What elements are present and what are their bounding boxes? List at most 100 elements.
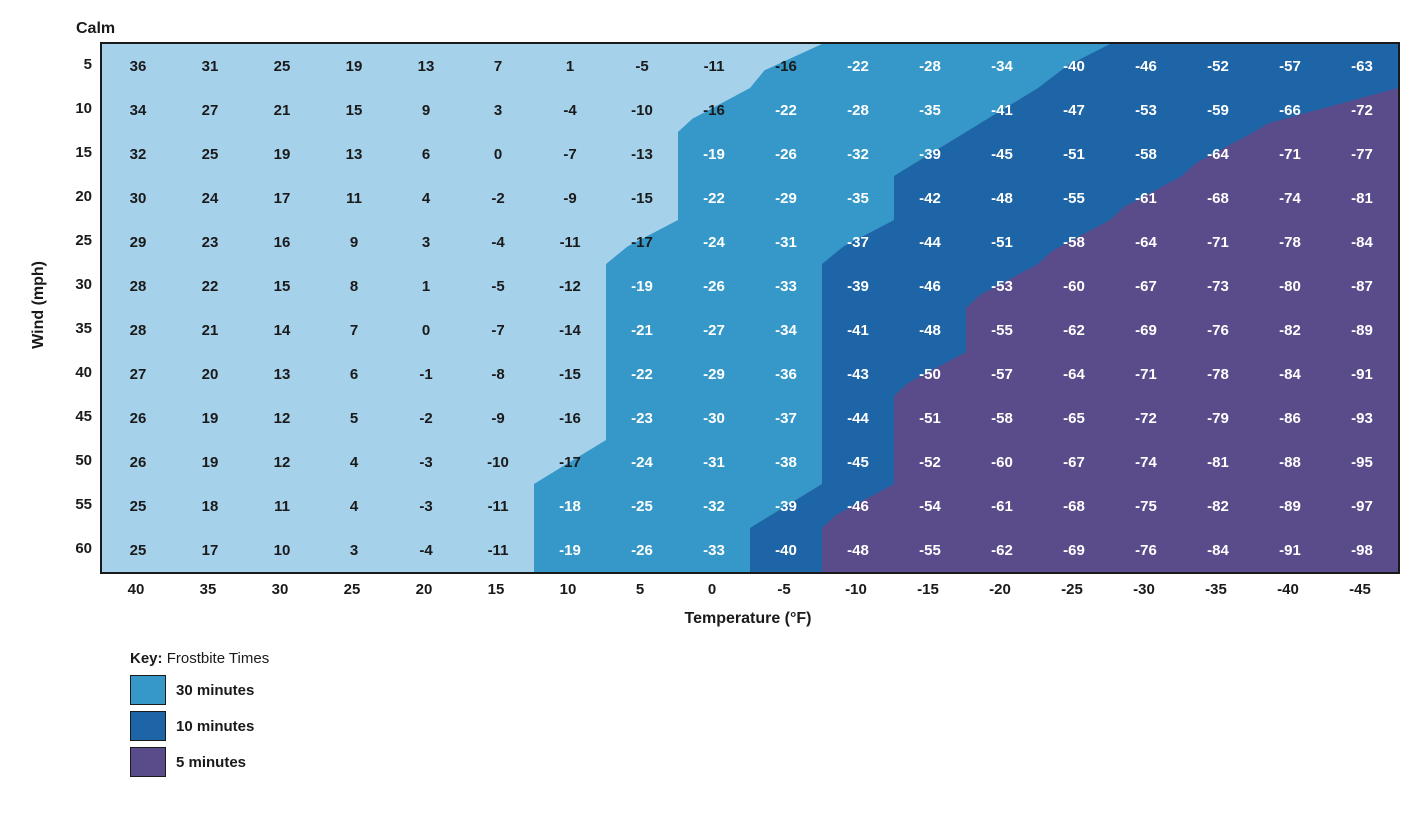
chill-value: 27	[174, 88, 246, 132]
chill-value: 19	[246, 132, 318, 176]
chill-value: 19	[174, 396, 246, 440]
chill-value: -40	[1038, 44, 1110, 88]
chill-value: 25	[102, 484, 174, 528]
chill-value: -48	[822, 528, 894, 572]
chill-value: -40	[750, 528, 822, 572]
chill-value: -45	[966, 132, 1038, 176]
chill-value: -55	[894, 528, 966, 572]
chill-value: -78	[1254, 220, 1326, 264]
wind-speed-label: 5	[54, 42, 100, 86]
chill-value: -31	[750, 220, 822, 264]
legend-label: 5 minutes	[176, 754, 246, 771]
chill-value: -51	[894, 396, 966, 440]
chill-value: -8	[462, 352, 534, 396]
chill-value: -68	[1182, 176, 1254, 220]
chill-value: -10	[606, 88, 678, 132]
temperature-label: 20	[388, 574, 460, 604]
chill-value: -71	[1182, 220, 1254, 264]
chill-value: -35	[894, 88, 966, 132]
chill-value: -47	[1038, 88, 1110, 132]
temperature-label: -30	[1108, 574, 1180, 604]
chill-value: 18	[174, 484, 246, 528]
chill-value: 13	[246, 352, 318, 396]
chill-value: -72	[1326, 88, 1398, 132]
wind-speed-label: 55	[54, 482, 100, 526]
chill-value: -42	[894, 176, 966, 220]
chill-value: -84	[1254, 352, 1326, 396]
chill-value: -59	[1182, 88, 1254, 132]
chill-value: -62	[966, 528, 1038, 572]
wind-speed-label: 20	[54, 174, 100, 218]
windchill-chart: Calm Wind (mph) 51015202530354045505560 …	[30, 20, 1381, 777]
chill-value: -74	[1110, 440, 1182, 484]
chill-value: 14	[246, 308, 318, 352]
chill-value: 21	[174, 308, 246, 352]
chill-value: 1	[390, 264, 462, 308]
chill-value: -93	[1326, 396, 1398, 440]
chill-value: -3	[390, 484, 462, 528]
chill-value: -25	[606, 484, 678, 528]
chill-value: 1	[534, 44, 606, 88]
chill-value: -58	[1110, 132, 1182, 176]
chill-value: 32	[102, 132, 174, 176]
chill-value: -69	[1110, 308, 1182, 352]
chill-value: -32	[822, 132, 894, 176]
chill-value: -89	[1326, 308, 1398, 352]
chill-value: -44	[894, 220, 966, 264]
chill-value: 8	[318, 264, 390, 308]
chill-value: 3	[462, 88, 534, 132]
chill-value: -81	[1182, 440, 1254, 484]
chill-value: -98	[1326, 528, 1398, 572]
chill-value: -17	[534, 440, 606, 484]
chill-value: -43	[822, 352, 894, 396]
chill-value: 3	[390, 220, 462, 264]
chill-value: -46	[822, 484, 894, 528]
chill-value: -26	[750, 132, 822, 176]
chill-value: -58	[1038, 220, 1110, 264]
chill-value: -9	[462, 396, 534, 440]
chill-value: 12	[246, 396, 318, 440]
wind-speed-label: 25	[54, 218, 100, 262]
chill-value: -57	[966, 352, 1038, 396]
chill-value: 34	[102, 88, 174, 132]
chill-value: -34	[966, 44, 1038, 88]
wind-speed-label: 30	[54, 262, 100, 306]
wind-speed-label: 50	[54, 438, 100, 482]
chill-value: -91	[1326, 352, 1398, 396]
legend: Key: Frostbite Times 30 minutes10 minute…	[130, 650, 1381, 777]
chill-value: -69	[1038, 528, 1110, 572]
chill-value: 29	[102, 220, 174, 264]
chill-value: -71	[1254, 132, 1326, 176]
chill-value: -97	[1326, 484, 1398, 528]
temperature-label: -10	[820, 574, 892, 604]
chill-value: 6	[390, 132, 462, 176]
chill-value: -22	[822, 44, 894, 88]
chill-value: -55	[966, 308, 1038, 352]
chill-value: -52	[1182, 44, 1254, 88]
chill-value: 16	[246, 220, 318, 264]
temperature-label: -45	[1324, 574, 1396, 604]
chill-value: 0	[462, 132, 534, 176]
chill-value: -1	[390, 352, 462, 396]
chill-value: -84	[1182, 528, 1254, 572]
chill-value: -24	[678, 220, 750, 264]
chill-value: 27	[102, 352, 174, 396]
value-grid: 363125191371-5-11-16-22-28-34-40-46-52-5…	[102, 44, 1398, 572]
chill-value: 25	[246, 44, 318, 88]
chill-value: 36	[102, 44, 174, 88]
chill-value: -39	[822, 264, 894, 308]
chill-value: 9	[318, 220, 390, 264]
chill-value: 22	[174, 264, 246, 308]
chill-value: 10	[246, 528, 318, 572]
chill-value: -51	[966, 220, 1038, 264]
chill-value: -9	[534, 176, 606, 220]
legend-item: 10 minutes	[130, 711, 1381, 741]
chill-value: -28	[822, 88, 894, 132]
legend-title-text: Frostbite Times	[167, 650, 270, 667]
chill-value: 20	[174, 352, 246, 396]
chill-value: -19	[678, 132, 750, 176]
chill-value: -64	[1110, 220, 1182, 264]
chill-value: 26	[102, 396, 174, 440]
chill-value: -16	[678, 88, 750, 132]
y-axis-label: Wind (mph)	[30, 261, 48, 349]
